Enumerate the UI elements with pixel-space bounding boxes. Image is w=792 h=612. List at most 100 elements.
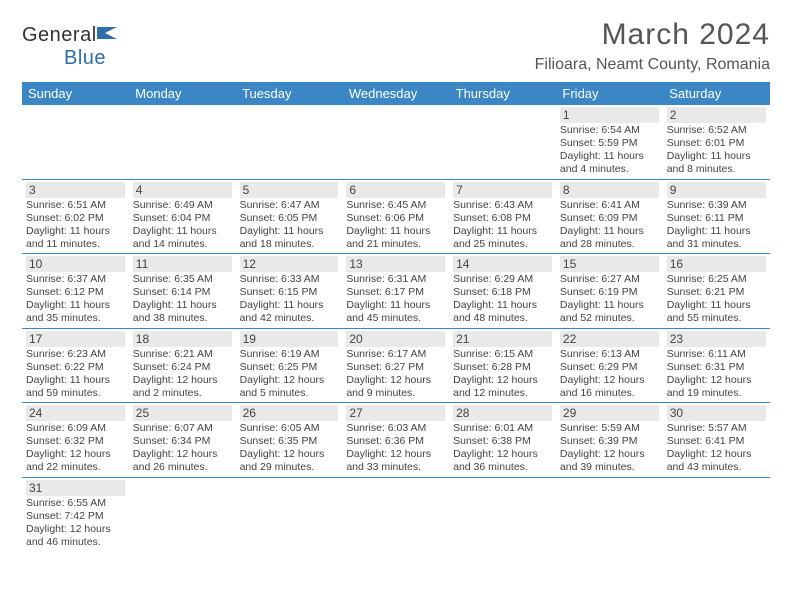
day-number: 27 xyxy=(346,405,445,421)
daylight-text-2: and 11 minutes. xyxy=(26,238,125,251)
day-number: 3 xyxy=(26,182,125,198)
brand-text: General Blue xyxy=(22,24,119,70)
day-info: Sunrise: 6:41 AMSunset: 6:09 PMDaylight:… xyxy=(560,199,659,252)
sunset-text: Sunset: 6:17 PM xyxy=(346,286,445,299)
daylight-text-2: and 59 minutes. xyxy=(26,387,125,400)
daylight-text-2: and 48 minutes. xyxy=(453,312,552,325)
calendar-cell: 23Sunrise: 6:11 AMSunset: 6:31 PMDayligh… xyxy=(663,328,770,403)
day-info: Sunrise: 6:09 AMSunset: 6:32 PMDaylight:… xyxy=(26,422,125,475)
sunset-text: Sunset: 6:15 PM xyxy=(240,286,339,299)
sunset-text: Sunset: 6:25 PM xyxy=(240,361,339,374)
sunrise-text: Sunrise: 6:35 AM xyxy=(133,273,232,286)
daylight-text-1: Daylight: 11 hours xyxy=(26,299,125,312)
daylight-text-2: and 45 minutes. xyxy=(346,312,445,325)
sunset-text: Sunset: 6:14 PM xyxy=(133,286,232,299)
day-number: 17 xyxy=(26,331,125,347)
sunrise-text: Sunrise: 6:15 AM xyxy=(453,348,552,361)
day-info: Sunrise: 6:11 AMSunset: 6:31 PMDaylight:… xyxy=(667,348,766,401)
sunset-text: Sunset: 7:42 PM xyxy=(26,510,125,523)
day-number: 4 xyxy=(133,182,232,198)
calendar-cell: 14Sunrise: 6:29 AMSunset: 6:18 PMDayligh… xyxy=(449,254,556,329)
daylight-text-1: Daylight: 12 hours xyxy=(240,448,339,461)
daylight-text-2: and 31 minutes. xyxy=(667,238,766,251)
daylight-text-1: Daylight: 11 hours xyxy=(346,225,445,238)
sunset-text: Sunset: 6:21 PM xyxy=(667,286,766,299)
sunrise-text: Sunrise: 6:07 AM xyxy=(133,422,232,435)
sunset-text: Sunset: 6:04 PM xyxy=(133,212,232,225)
day-info: Sunrise: 6:54 AMSunset: 5:59 PMDaylight:… xyxy=(560,124,659,177)
daylight-text-2: and 12 minutes. xyxy=(453,387,552,400)
daylight-text-1: Daylight: 11 hours xyxy=(240,299,339,312)
daylight-text-2: and 9 minutes. xyxy=(346,387,445,400)
calendar-cell xyxy=(129,477,236,551)
daylight-text-2: and 2 minutes. xyxy=(133,387,232,400)
daylight-text-1: Daylight: 11 hours xyxy=(453,299,552,312)
calendar-cell: 9Sunrise: 6:39 AMSunset: 6:11 PMDaylight… xyxy=(663,179,770,254)
brand-logo: General Blue xyxy=(22,18,119,70)
sunset-text: Sunset: 6:19 PM xyxy=(560,286,659,299)
day-info: Sunrise: 6:51 AMSunset: 6:02 PMDaylight:… xyxy=(26,199,125,252)
day-number: 24 xyxy=(26,405,125,421)
day-info: Sunrise: 6:27 AMSunset: 6:19 PMDaylight:… xyxy=(560,273,659,326)
sunrise-text: Sunrise: 6:23 AM xyxy=(26,348,125,361)
day-number: 28 xyxy=(453,405,552,421)
calendar-cell: 10Sunrise: 6:37 AMSunset: 6:12 PMDayligh… xyxy=(22,254,129,329)
flag-icon xyxy=(97,25,119,41)
daylight-text-2: and 18 minutes. xyxy=(240,238,339,251)
day-info: Sunrise: 6:33 AMSunset: 6:15 PMDaylight:… xyxy=(240,273,339,326)
sunset-text: Sunset: 6:41 PM xyxy=(667,435,766,448)
sunrise-text: Sunrise: 6:47 AM xyxy=(240,199,339,212)
daylight-text-1: Daylight: 12 hours xyxy=(133,374,232,387)
sunrise-text: Sunrise: 5:57 AM xyxy=(667,422,766,435)
day-number: 5 xyxy=(240,182,339,198)
sunrise-text: Sunrise: 6:41 AM xyxy=(560,199,659,212)
calendar-cell: 19Sunrise: 6:19 AMSunset: 6:25 PMDayligh… xyxy=(236,328,343,403)
sunset-text: Sunset: 6:28 PM xyxy=(453,361,552,374)
day-number: 31 xyxy=(26,480,125,496)
sunrise-text: Sunrise: 6:45 AM xyxy=(346,199,445,212)
location-text: Filioara, Neamt County, Romania xyxy=(535,56,770,74)
daylight-text-1: Daylight: 12 hours xyxy=(453,374,552,387)
sunset-text: Sunset: 6:18 PM xyxy=(453,286,552,299)
day-number: 6 xyxy=(346,182,445,198)
sunrise-text: Sunrise: 6:21 AM xyxy=(133,348,232,361)
day-number: 7 xyxy=(453,182,552,198)
sunrise-text: Sunrise: 6:03 AM xyxy=(346,422,445,435)
calendar-cell: 26Sunrise: 6:05 AMSunset: 6:35 PMDayligh… xyxy=(236,403,343,478)
day-number: 2 xyxy=(667,107,766,123)
day-info: Sunrise: 6:15 AMSunset: 6:28 PMDaylight:… xyxy=(453,348,552,401)
calendar-cell: 28Sunrise: 6:01 AMSunset: 6:38 PMDayligh… xyxy=(449,403,556,478)
day-number: 16 xyxy=(667,256,766,272)
sunrise-text: Sunrise: 6:11 AM xyxy=(667,348,766,361)
sunrise-text: Sunrise: 6:13 AM xyxy=(560,348,659,361)
day-number: 23 xyxy=(667,331,766,347)
calendar-cell: 25Sunrise: 6:07 AMSunset: 6:34 PMDayligh… xyxy=(129,403,236,478)
sunset-text: Sunset: 5:59 PM xyxy=(560,137,659,150)
sunrise-text: Sunrise: 6:19 AM xyxy=(240,348,339,361)
sunset-text: Sunset: 6:34 PM xyxy=(133,435,232,448)
day-number: 10 xyxy=(26,256,125,272)
day-info: Sunrise: 6:03 AMSunset: 6:36 PMDaylight:… xyxy=(346,422,445,475)
calendar-cell: 15Sunrise: 6:27 AMSunset: 6:19 PMDayligh… xyxy=(556,254,663,329)
daylight-text-1: Daylight: 12 hours xyxy=(667,374,766,387)
daylight-text-2: and 36 minutes. xyxy=(453,461,552,474)
sunrise-text: Sunrise: 6:37 AM xyxy=(26,273,125,286)
daylight-text-1: Daylight: 12 hours xyxy=(453,448,552,461)
sunset-text: Sunset: 6:09 PM xyxy=(560,212,659,225)
calendar-cell: 29Sunrise: 5:59 AMSunset: 6:39 PMDayligh… xyxy=(556,403,663,478)
day-number: 30 xyxy=(667,405,766,421)
daylight-text-1: Daylight: 11 hours xyxy=(667,225,766,238)
daylight-text-1: Daylight: 11 hours xyxy=(453,225,552,238)
sunset-text: Sunset: 6:08 PM xyxy=(453,212,552,225)
day-info: Sunrise: 6:37 AMSunset: 6:12 PMDaylight:… xyxy=(26,273,125,326)
sunrise-text: Sunrise: 6:49 AM xyxy=(133,199,232,212)
day-number: 15 xyxy=(560,256,659,272)
day-info: Sunrise: 6:29 AMSunset: 6:18 PMDaylight:… xyxy=(453,273,552,326)
daylight-text-2: and 33 minutes. xyxy=(346,461,445,474)
sunrise-text: Sunrise: 6:51 AM xyxy=(26,199,125,212)
calendar-cell: 22Sunrise: 6:13 AMSunset: 6:29 PMDayligh… xyxy=(556,328,663,403)
daylight-text-1: Daylight: 11 hours xyxy=(133,299,232,312)
calendar-cell: 7Sunrise: 6:43 AMSunset: 6:08 PMDaylight… xyxy=(449,179,556,254)
day-info: Sunrise: 6:07 AMSunset: 6:34 PMDaylight:… xyxy=(133,422,232,475)
sunrise-text: Sunrise: 6:55 AM xyxy=(26,497,125,510)
